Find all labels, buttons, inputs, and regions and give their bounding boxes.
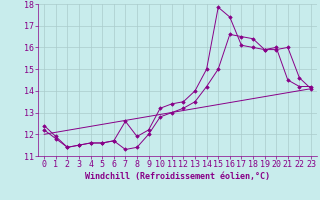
X-axis label: Windchill (Refroidissement éolien,°C): Windchill (Refroidissement éolien,°C)	[85, 172, 270, 181]
